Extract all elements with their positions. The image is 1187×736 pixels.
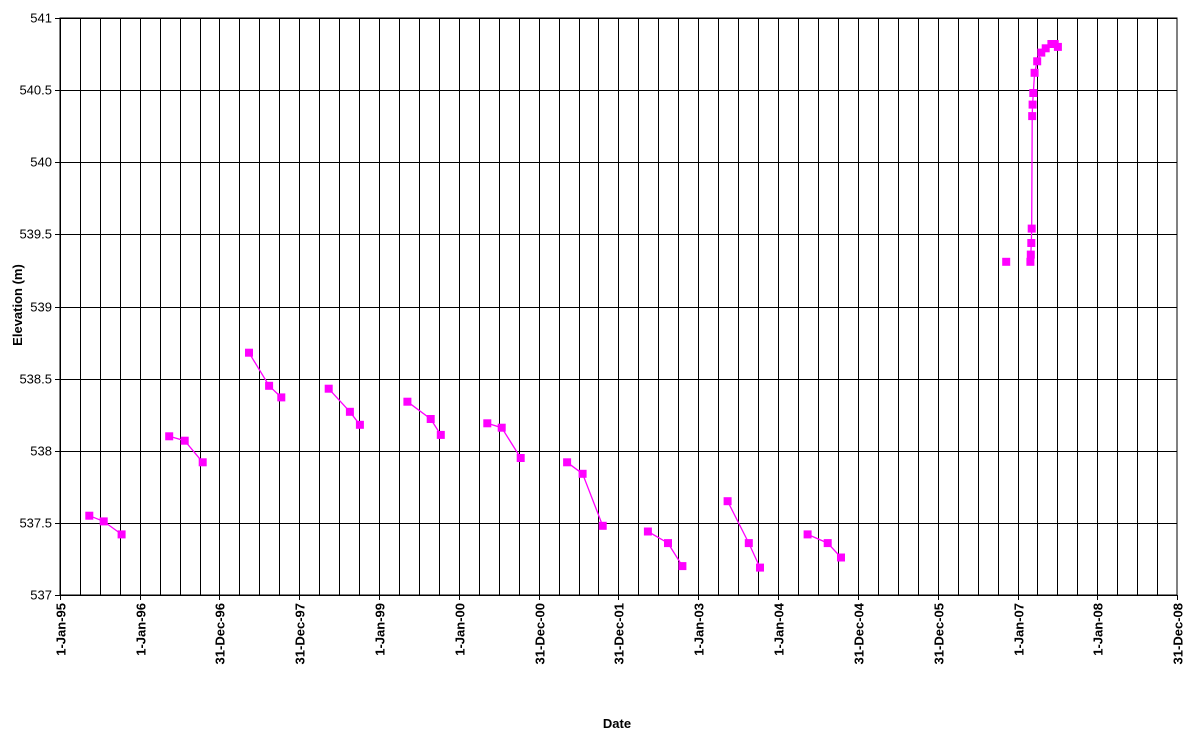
x-tick-label: 1-Jan-96 [134, 603, 149, 656]
data-point [516, 454, 525, 462]
y-tick-label: 538.5 [19, 372, 52, 387]
x-tick-label: 1-Jan-04 [772, 602, 787, 656]
x-tick-label: 1-Jan-95 [54, 603, 69, 656]
data-point [1027, 224, 1036, 233]
data-point [117, 530, 126, 539]
x-tick-label: 1-Jan-99 [373, 603, 388, 656]
y-tick-label: 537.5 [19, 516, 52, 531]
grid-layer [59, 17, 1178, 596]
x-tick-label: 31-Dec-04 [852, 602, 867, 664]
x-tick-label: 1-Jan-03 [692, 603, 707, 656]
data-point [643, 527, 652, 536]
data-point [1026, 250, 1035, 259]
data-point [1026, 257, 1035, 266]
series-layer [85, 40, 1062, 572]
x-tick-label: 31-Dec-05 [932, 603, 947, 664]
data-point [165, 432, 174, 441]
data-point [1037, 48, 1046, 57]
data-point [678, 562, 687, 571]
data-point [823, 539, 832, 548]
data-point [1033, 57, 1042, 66]
data-point [837, 553, 845, 562]
x-tick-label: 1-Jan-08 [1091, 603, 1106, 656]
data-point [483, 419, 492, 428]
data-point [1028, 112, 1037, 121]
data-point [563, 458, 572, 467]
data-point [1030, 68, 1039, 77]
y-tick-label: 537 [30, 588, 52, 603]
data-point [99, 517, 108, 526]
x-tick-label: 31-Dec-01 [612, 603, 627, 664]
data-point [578, 469, 587, 478]
data-point [1027, 239, 1036, 247]
data-point [426, 415, 435, 423]
x-tick-label: 31-Dec-08 [1171, 603, 1186, 664]
data-point [1053, 42, 1062, 51]
data-point [436, 430, 445, 439]
x-tick-label: 1-Jan-07 [1012, 603, 1027, 656]
data-point [598, 521, 607, 530]
data-point [803, 530, 812, 539]
y-tick-label: 538 [30, 444, 52, 459]
axis-layer: 537 537.5 538 538.5 539 539.5 540 540.5 541 1-Jan… [19, 11, 1185, 665]
data-point [1041, 44, 1050, 53]
data-point [723, 497, 732, 506]
data-point [1029, 89, 1038, 97]
data-point [1028, 100, 1037, 109]
data-point [245, 348, 253, 357]
data-point [1002, 257, 1011, 266]
data-point [277, 393, 286, 402]
data-point [664, 539, 672, 548]
data-point [744, 539, 753, 548]
x-tick-label: 31-Dec-97 [293, 603, 308, 664]
data-point [497, 423, 506, 432]
data-point [265, 381, 274, 390]
data-point [345, 407, 354, 416]
y-tick-label: 539.5 [19, 227, 52, 242]
data-point [85, 511, 94, 520]
x-tick-label: 31-Dec-96 [213, 603, 228, 664]
y-tick-label: 540.5 [19, 83, 52, 98]
data-point [198, 458, 207, 467]
x-tick-label: 31-Dec-00 [533, 603, 548, 664]
x-tick-label: 1-Jan-00 [453, 603, 468, 656]
y-tick-label: 541 [30, 11, 52, 26]
data-point [403, 397, 412, 406]
y-tick-label: 540 [30, 155, 52, 170]
y-tick-label: 539 [30, 300, 52, 315]
x-axis-title: Date [603, 716, 631, 731]
data-point [180, 436, 189, 445]
data-point [355, 420, 364, 429]
data-point [756, 563, 764, 572]
data-point [324, 384, 333, 393]
y-axis-title: Elevation (m) [10, 264, 25, 346]
